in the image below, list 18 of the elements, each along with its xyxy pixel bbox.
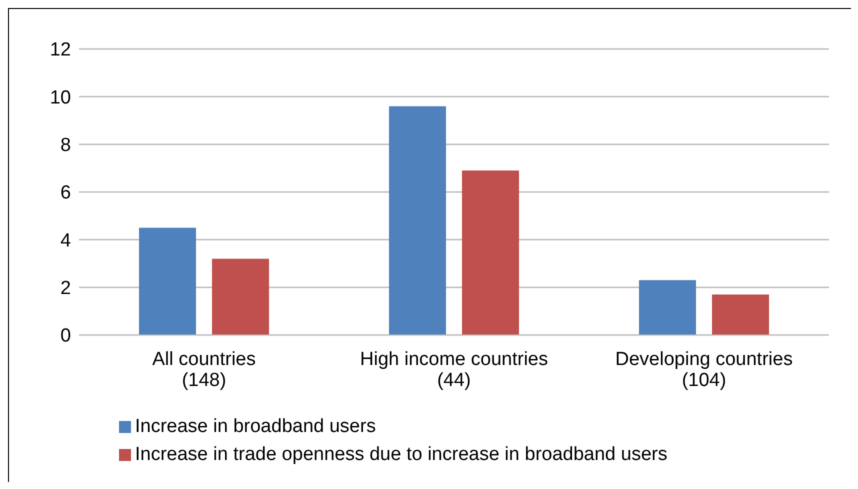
- legend-label: Increase in trade openness due to increase in broadband users: [135, 443, 668, 467]
- legend-label: Increase in broadband users: [135, 415, 376, 439]
- bar: [212, 258, 269, 335]
- x-tick-label: High income countries (44): [360, 349, 548, 391]
- bar: [462, 170, 519, 335]
- y-tick-label: 6: [60, 182, 71, 204]
- x-tick-label: All countries (148): [152, 349, 256, 391]
- y-tick-label: 12: [50, 40, 71, 61]
- bar: [639, 280, 696, 335]
- bar: [389, 106, 446, 335]
- y-tick-label: 8: [60, 135, 71, 156]
- x-tick-label: Developing countries (104): [615, 349, 793, 391]
- y-tick-label: 0: [60, 326, 71, 347]
- bar: [139, 228, 196, 335]
- y-tick-label: 2: [60, 278, 71, 300]
- bar: [712, 294, 769, 335]
- y-tick-label: 10: [50, 87, 71, 108]
- y-tick-label: 4: [60, 230, 72, 252]
